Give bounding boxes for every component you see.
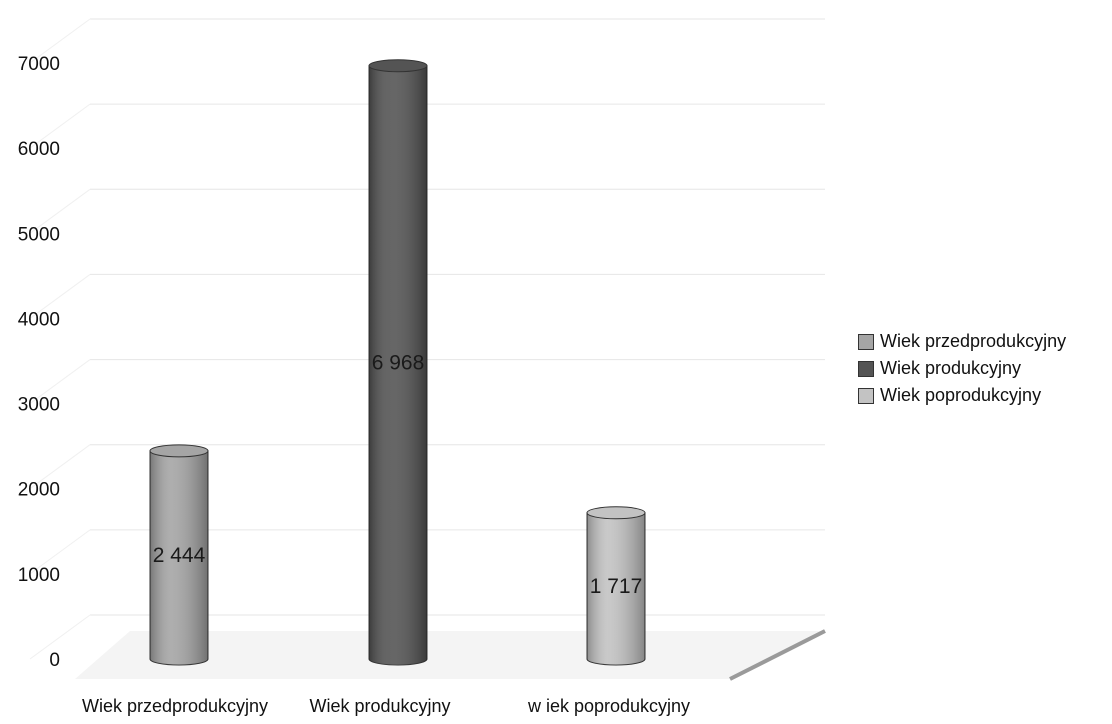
y-tick-label: 3000 [18,395,60,416]
gridline-side [29,614,91,660]
bar-shading [587,512,645,665]
floor-edge [729,629,826,681]
bars: 2 444 6 968 1 717 [149,59,646,666]
legend-label: Wiek przedprodukcyjny [880,331,1067,351]
legend-label: Wiek produkcyjny [880,358,1022,378]
y-tick-label: 0 [49,650,60,671]
x-tick-label: Wiek przedprodukcyjny [82,696,268,716]
data-label: 1 717 [590,575,643,598]
bar-shading [150,450,208,665]
legend-swatch [858,360,874,377]
gridline-side [29,103,91,149]
bar: 6 968 [368,59,428,666]
gridline-side [29,18,91,64]
data-label: 2 444 [153,544,206,567]
bar: 2 444 [149,444,209,666]
x-axis: Wiek przedprodukcyjny Wiek produkcyjny w i… [82,696,690,716]
legend-item: Wiek poprodukcyjny [858,382,1108,409]
bar-shading [369,65,427,666]
bar-top-cap [368,59,428,73]
legend-swatch [858,387,874,404]
gridlines [29,18,825,660]
legend-item: Wiek produkcyjny [858,355,1108,382]
y-axis: 0 1000 2000 3000 4000 5000 6000 7000 [18,54,60,671]
back-wall-rect [90,15,825,615]
legend-label: Wiek poprodukcyjny [880,385,1042,405]
y-tick-label: 1000 [18,565,60,586]
gridline-side [29,444,91,490]
plot-back-wall [90,15,825,615]
data-label: 6 968 [372,351,425,374]
legend: Wiek przedprodukcyjny Wiek produkcyjny Wie… [858,328,1108,409]
x-tick-label: w iek poprodukcyjny [527,696,690,716]
gridline-side [29,274,91,319]
legend-item: Wiek przedprodukcyjny [858,328,1108,355]
y-tick-label: 5000 [18,224,60,245]
bar-top-cap [149,444,209,458]
bar-top-cap [586,506,646,520]
gridline-side [29,359,91,404]
y-tick-label: 7000 [18,54,60,75]
y-tick-label: 6000 [18,139,60,160]
gridline-side [29,529,91,575]
legend-swatch [858,333,874,350]
x-tick-label: Wiek produkcyjny [309,696,450,716]
y-tick-label: 4000 [18,309,60,330]
y-tick-label: 2000 [18,480,60,501]
gridline-side [29,188,91,234]
bar: 1 717 [586,506,646,666]
